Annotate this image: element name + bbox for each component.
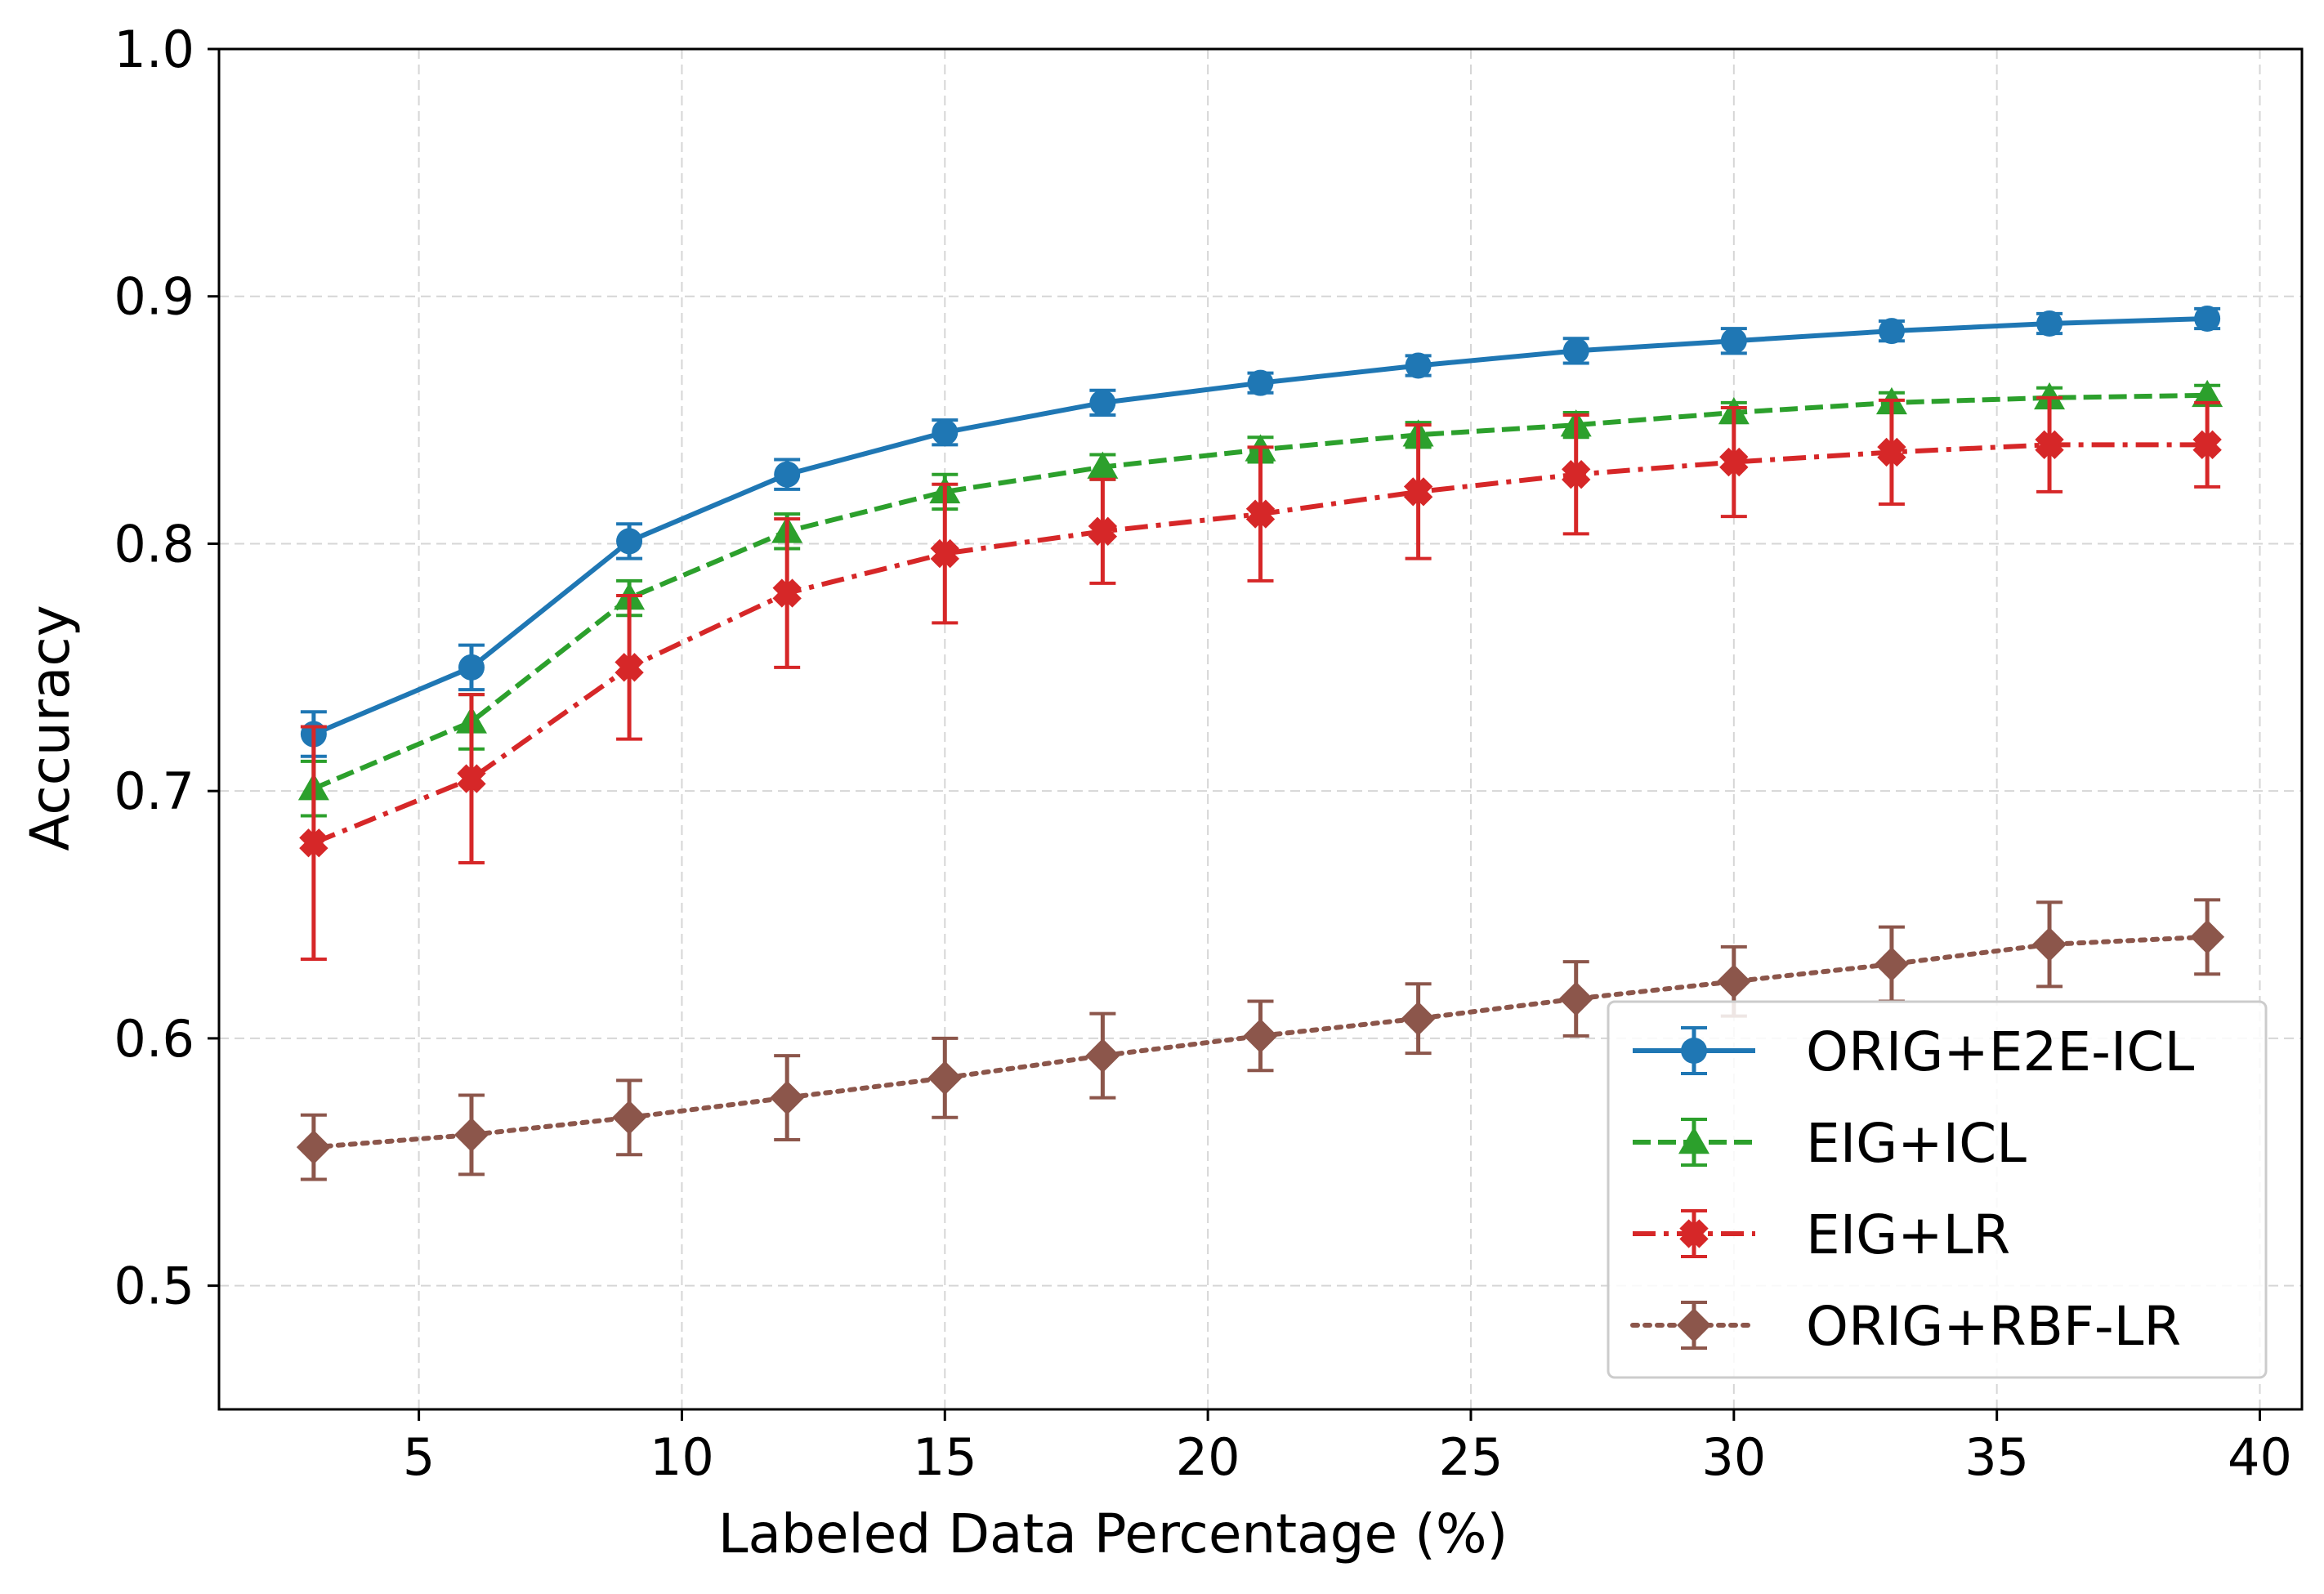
data-point (1243, 1018, 1278, 1053)
legend: ORIG+E2E-ICL EIG+ICL EIG+LR ORIG+RBF-LR (1607, 1000, 2268, 1379)
plot-frame (217, 47, 2304, 1411)
data-point (1087, 451, 1119, 479)
data-point (1085, 1038, 1120, 1074)
legend-entry-eig-icl: EIG+ICL (1633, 1112, 2027, 1175)
data-point (1720, 328, 1747, 355)
data-point (616, 528, 643, 555)
legend-entry-eig-lr: EIG+LR (1633, 1203, 2010, 1266)
data-point (1716, 964, 1751, 999)
data-point (1877, 437, 1906, 467)
legend-label: ORIG+E2E-ICL (1806, 1020, 2194, 1083)
legend-entry-orig-e2e-icl: ORIG+E2E-ICL (1633, 1020, 2194, 1083)
x-tick-label: 25 (1439, 1427, 1504, 1487)
data-point (454, 1117, 489, 1152)
data-point (2032, 926, 2067, 962)
data-point (930, 538, 959, 569)
data-point (1247, 369, 1274, 396)
legend-box (1607, 1000, 2268, 1379)
x-tick-label: 20 (1176, 1427, 1240, 1487)
y-axis-title: Accuracy (19, 605, 82, 851)
data-point (1719, 447, 1749, 477)
data-point (612, 1100, 647, 1135)
y-tick-label: 0.6 (114, 1009, 194, 1069)
data-point (2194, 305, 2221, 332)
data-point (770, 1080, 805, 1115)
data-point (1558, 981, 1593, 1016)
y-tick-label: 0.7 (114, 761, 194, 821)
series-eig-lr (299, 395, 2222, 962)
data-point (772, 578, 802, 608)
data-point (2190, 919, 2225, 954)
axis-ticks: 5 10 15 20 25 30 35 40 0.5 0.6 0.7 0.8 0.9 1.0 (114, 20, 2292, 1487)
data-point (296, 1130, 331, 1165)
data-point (2035, 430, 2064, 460)
data-point (457, 764, 486, 793)
data-point (1089, 389, 1116, 416)
legend-label: ORIG+RBF-LR (1806, 1295, 2181, 1358)
data-point (1562, 460, 1591, 489)
data-point (1405, 352, 1432, 379)
data-point (299, 828, 328, 858)
data-point (927, 1060, 963, 1096)
data-point (2034, 382, 2066, 410)
data-point (932, 419, 959, 446)
data-point (1874, 947, 1909, 982)
y-tick-label: 0.5 (114, 1257, 194, 1316)
y-tick-label: 0.8 (114, 514, 194, 574)
data-point (2192, 379, 2223, 408)
legend-marker (1678, 1127, 1709, 1154)
x-tick-label: 40 (2228, 1427, 2292, 1487)
data-point (1245, 499, 1276, 529)
y-tick-label: 1.0 (114, 20, 194, 79)
series-layer (296, 305, 2225, 1181)
data-point (458, 654, 485, 681)
legend-label: EIG+LR (1806, 1203, 2010, 1266)
x-tick-label: 10 (650, 1427, 714, 1487)
y-tick-label: 0.9 (114, 267, 194, 327)
x-tick-label: 5 (403, 1427, 435, 1487)
data-point (1878, 318, 1905, 345)
legend-marker (1681, 1038, 1707, 1064)
data-point (2036, 310, 2063, 337)
legend-label: EIG+ICL (1806, 1112, 2027, 1175)
data-point (2192, 430, 2222, 460)
data-point (1088, 516, 1118, 546)
legend-marker (1679, 1219, 1709, 1248)
x-tick-label: 15 (913, 1427, 977, 1487)
data-point (1562, 337, 1589, 364)
x-tick-label: 30 (1701, 1427, 1766, 1487)
grid-lines (219, 48, 2302, 1409)
data-point (1401, 1001, 1436, 1036)
data-point (1403, 477, 1433, 507)
data-point (615, 653, 644, 682)
x-axis-title: Labeled Data Percentage (%) (718, 1502, 1508, 1565)
data-point (774, 461, 801, 488)
legend-marker (1677, 1308, 1711, 1342)
x-tick-label: 35 (1964, 1427, 2029, 1487)
legend-entry-orig-rbf-lr: ORIG+RBF-LR (1630, 1295, 2181, 1358)
